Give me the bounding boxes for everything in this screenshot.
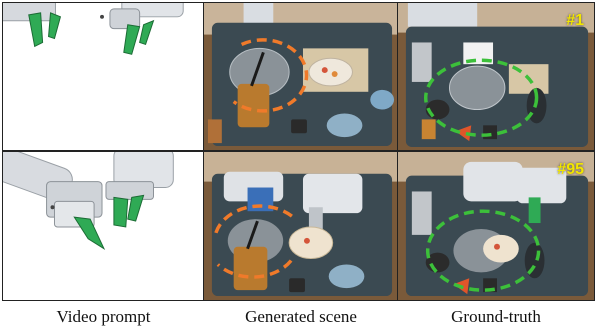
frame-number-badge: #1	[566, 12, 584, 29]
generated-scene-image	[204, 152, 398, 300]
caption-video-prompt: Video prompt	[56, 307, 151, 326]
caption-generated-scene: Generated scene	[245, 307, 357, 326]
gripper-illustration	[3, 3, 184, 55]
ground-truth-scene-image	[398, 152, 594, 300]
ground-truth-frame-1: #1	[397, 2, 595, 151]
prompt-frame-2	[2, 151, 205, 301]
generated-scene-image	[204, 3, 398, 150]
predicted-trajectory-ring	[214, 204, 295, 279]
ground-truth-frame-2: #95	[397, 151, 595, 301]
generated-frame-2	[203, 151, 399, 301]
generated-frame-1	[203, 2, 399, 151]
predicted-trajectory-ring	[232, 38, 309, 113]
frame-number-badge: #95	[557, 161, 584, 178]
ground-truth-scene-image	[398, 3, 594, 150]
prompt-frame-1	[2, 2, 205, 151]
gripper-illustration	[3, 152, 174, 250]
caption-ground-truth: Ground-truth	[451, 307, 541, 326]
